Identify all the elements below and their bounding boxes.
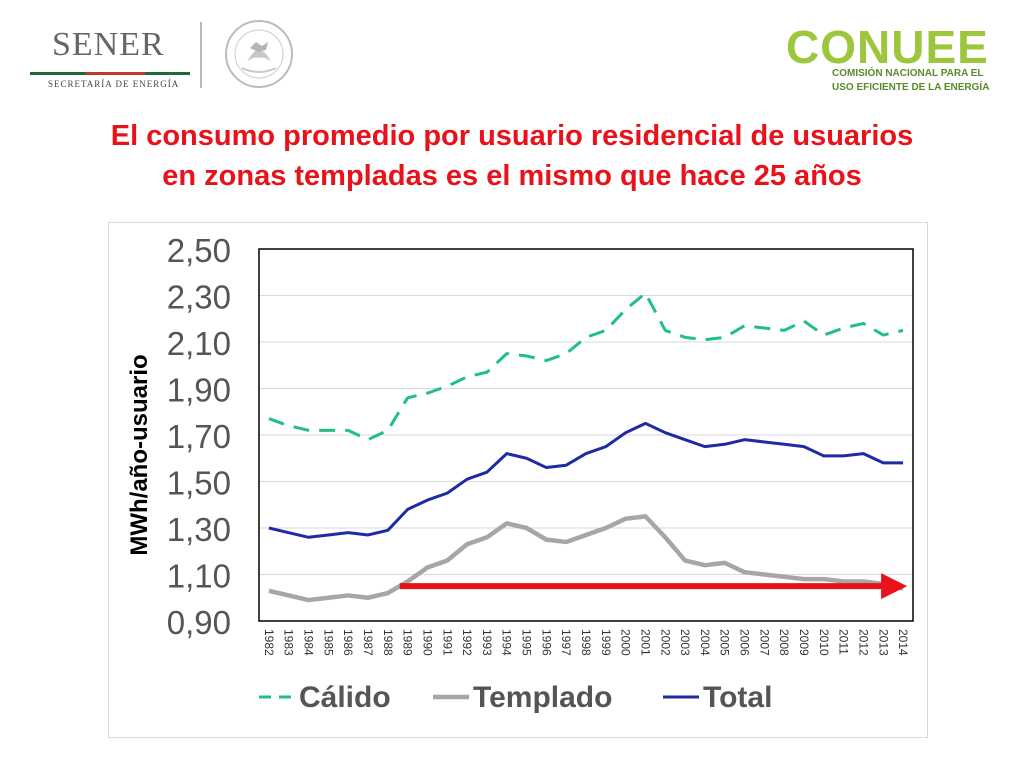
- y-tick-label: 2,50: [167, 232, 231, 269]
- x-tick-label: 2001: [638, 629, 652, 656]
- x-tick-label: 1996: [539, 629, 553, 656]
- x-tick-label: 2006: [738, 629, 752, 656]
- x-tick-label: 1994: [500, 629, 514, 656]
- chart-container: 2,50 2,30 2,10 1,90 1,70 1,50 1,30 1,10 0,90 MWh/…: [108, 222, 928, 738]
- x-tick-label: 2000: [619, 629, 633, 656]
- y-axis-label: MWh/año-usuario: [126, 354, 153, 555]
- slide-title-line1: El consumo promedio por usuario residenc…: [110, 120, 914, 152]
- mexico-seal-logo: [225, 20, 293, 88]
- x-tick-label: 1993: [480, 629, 494, 656]
- x-tick-label: 1990: [420, 629, 434, 656]
- x-tick-label: 2014: [896, 629, 910, 656]
- y-tick-label: 1,70: [167, 418, 231, 455]
- y-tick-label: 1,50: [167, 465, 231, 502]
- conuee-logo: CONUEE COMISIÓN NACIONAL PARA EL USO EFI…: [786, 20, 990, 100]
- x-tick-label: 1986: [341, 629, 355, 656]
- x-tick-label: 1995: [520, 629, 534, 656]
- sener-logo-text: SENER: [52, 26, 165, 63]
- y-tick-label: 1,30: [167, 511, 231, 548]
- x-tick-label: 1989: [401, 629, 415, 656]
- series-line-calido: [268, 291, 904, 442]
- x-tick-label: 2012: [856, 629, 870, 656]
- x-tick-label: 2008: [777, 629, 791, 656]
- x-tick-label: 2003: [678, 629, 692, 656]
- x-tick-label: 1982: [262, 629, 276, 656]
- y-tick-label: 2,10: [167, 325, 231, 362]
- x-tick-label: 2007: [757, 629, 771, 656]
- x-tick-label: 1985: [321, 629, 335, 656]
- sener-logo: SENER SECRETARÍA DE ENERGÍA: [30, 26, 190, 89]
- x-tick-label: 2002: [658, 629, 672, 656]
- x-tick-label: 1997: [559, 629, 573, 656]
- x-tick-label: 1991: [440, 629, 454, 656]
- sener-logo-accent: [85, 72, 145, 75]
- conuee-logo-text: CONUEE: [786, 21, 989, 73]
- x-tick-label: 1992: [460, 629, 474, 656]
- slide-title: El consumo promedio por usuario residenc…: [40, 116, 984, 196]
- y-tick-label: 2,30: [167, 279, 231, 316]
- y-tick-label: 1,90: [167, 372, 231, 409]
- header-divider: [200, 22, 202, 88]
- x-tick-label: 2013: [876, 629, 890, 656]
- x-tick-label: 1987: [361, 629, 375, 656]
- legend-label: Cálido: [299, 681, 391, 714]
- x-tick-label: 1998: [579, 629, 593, 656]
- y-tick-label: 1,10: [167, 558, 231, 595]
- x-tick-label: 1988: [381, 629, 395, 656]
- conuee-subtitle-line1: COMISIÓN NACIONAL PARA EL: [832, 68, 984, 79]
- legend-label: Templado: [473, 681, 612, 714]
- legend-label: Total: [703, 681, 772, 714]
- series-line-templado: [268, 514, 904, 603]
- series-line-total: [268, 421, 904, 539]
- trend-arrow-head: [881, 573, 908, 600]
- x-tick-label: 2004: [698, 629, 712, 656]
- x-tick-label: 1999: [599, 629, 613, 656]
- sener-subtitle: SECRETARÍA DE ENERGÍA: [48, 79, 180, 89]
- y-tick-label: 0,90: [167, 604, 231, 641]
- conuee-subtitle-line2: USO EFICIENTE DE LA ENERGÍA: [832, 82, 990, 93]
- x-tick-label: 2005: [718, 629, 732, 656]
- trend-arrow: [399, 573, 908, 600]
- x-tick-label: 2009: [797, 629, 811, 656]
- x-tick-label: 1984: [302, 629, 316, 656]
- slide-title-line2: en zonas templadas es el mismo que hace …: [162, 160, 862, 192]
- x-tick-label: 2011: [837, 629, 851, 655]
- x-tick-label: 2010: [817, 629, 831, 656]
- x-tick-label: 1983: [282, 629, 296, 656]
- line-chart: 2,50 2,30 2,10 1,90 1,70 1,50 1,30 1,10 0,90 MWh/…: [126, 232, 914, 714]
- plot-area-border: [258, 248, 914, 622]
